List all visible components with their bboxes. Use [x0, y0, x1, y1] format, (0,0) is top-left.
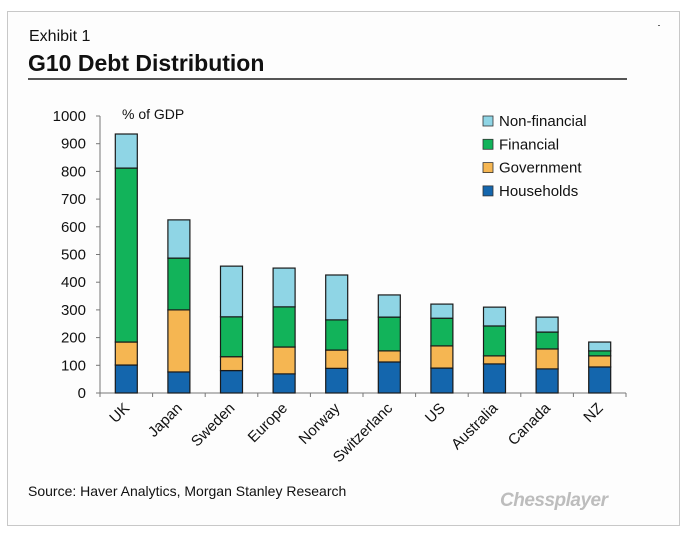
bar-segment-financial — [535, 331, 559, 350]
y-tick-label: 600 — [61, 219, 86, 236]
bar-segment-non-financial — [430, 303, 454, 319]
bar-segment-households — [588, 366, 612, 394]
x-tick-label: Europe — [245, 400, 291, 446]
bar-segment-non-financial — [482, 306, 507, 327]
bar-segment-financial — [588, 350, 612, 357]
bar-stack-nz — [588, 341, 612, 394]
x-tick-label: Japan — [145, 400, 186, 441]
legend-label: Financial — [499, 136, 559, 153]
bar-segment-households — [114, 364, 138, 394]
bar-segment-financial — [167, 257, 191, 311]
bar-segment-households — [430, 367, 454, 394]
bar-segment-government — [588, 355, 612, 368]
bar-stack-uk — [114, 133, 138, 394]
bar-segment-government — [219, 356, 244, 372]
x-tick-label: Canada — [505, 399, 555, 449]
y-tick-label: 300 — [61, 302, 86, 319]
y-tick-label: 200 — [61, 330, 86, 347]
y-tick-label: 100 — [61, 357, 86, 374]
bar-stack-us — [430, 303, 454, 394]
legend-label: Government — [499, 160, 582, 177]
bar-stack-japan — [167, 219, 191, 394]
x-tick-label: Australia — [448, 399, 502, 453]
y-axis: 0 100 200 300 400 500 600 700 800 900 1000 — [53, 108, 101, 402]
bar-stack-australia — [482, 306, 507, 394]
x-tick-label: NZ — [580, 400, 606, 426]
bar-segment-government — [272, 346, 296, 375]
bar-segment-non-financial — [535, 316, 559, 333]
legend-swatch-households — [482, 185, 494, 197]
bar-segment-households — [482, 363, 507, 394]
bars — [114, 133, 612, 394]
x-tick-label: Norway — [296, 399, 344, 447]
bar-segment-non-financial — [272, 267, 296, 308]
legend-swatch-financial — [482, 138, 494, 150]
watermark: Chessplayer — [500, 490, 608, 511]
bar-stack-sweden — [219, 265, 244, 394]
bar-segment-households — [272, 373, 296, 394]
bar-segment-government — [114, 341, 138, 366]
y-axis-label: % of GDP — [122, 106, 184, 122]
bar-segment-government — [535, 348, 559, 370]
x-tick-label: US — [422, 400, 449, 427]
bar-stack-europe — [272, 267, 296, 394]
bar-segment-government — [482, 355, 507, 365]
source-note: Source: Haver Analytics, Morgan Stanley … — [28, 483, 347, 499]
bar-segment-non-financial — [219, 265, 244, 318]
bar-stack-switzerland — [377, 294, 401, 394]
bar-segment-financial — [430, 317, 454, 347]
bar-segment-non-financial — [325, 274, 349, 321]
bar-segment-financial — [377, 316, 401, 352]
bar-segment-non-financial — [377, 294, 401, 318]
y-tick-label: 700 — [61, 191, 86, 208]
bar-segment-non-financial — [167, 219, 191, 259]
bar-segment-government — [430, 345, 454, 369]
exhibit-label: Exhibit 1 — [29, 28, 91, 45]
bar-stack-canada — [535, 316, 559, 394]
bar-segment-non-financial — [114, 133, 138, 169]
x-tick-label: Sweden — [188, 400, 238, 450]
bar-segment-households — [377, 361, 401, 394]
y-tick-label: 900 — [61, 136, 86, 153]
legend-swatch-non-financial — [482, 115, 494, 127]
title-rule — [28, 78, 627, 80]
corner-mark — [658, 25, 660, 26]
bar-segment-government — [377, 350, 401, 363]
chart-title: G10 Debt Distribution — [28, 50, 265, 76]
y-tick-label: 400 — [61, 274, 86, 291]
bar-segment-financial — [272, 306, 296, 348]
bar-segment-government — [325, 349, 349, 369]
bar-segment-financial — [219, 316, 244, 358]
legend-label: Non-financial — [499, 113, 587, 130]
bar-segment-government — [167, 309, 191, 373]
y-tick-label: 0 — [78, 385, 86, 402]
y-tick-label: 800 — [61, 163, 86, 180]
bar-segment-households — [535, 368, 559, 394]
bar-segment-financial — [482, 325, 507, 357]
legend-swatch-government — [482, 162, 494, 174]
y-tick-label: 1000 — [53, 108, 86, 125]
bar-stack-norway — [325, 274, 349, 394]
bar-segment-households — [219, 369, 244, 394]
bar-segment-households — [167, 371, 191, 394]
bar-segment-non-financial — [588, 341, 612, 352]
y-tick-label: 500 — [61, 247, 86, 264]
bar-segment-households — [325, 367, 349, 394]
legend: Non-financial Financial Government Househol… — [482, 113, 587, 200]
bar-segment-financial — [114, 167, 138, 343]
x-tick-label: UK — [106, 400, 133, 427]
legend-label: Households — [499, 183, 578, 200]
bar-segment-financial — [325, 319, 349, 351]
